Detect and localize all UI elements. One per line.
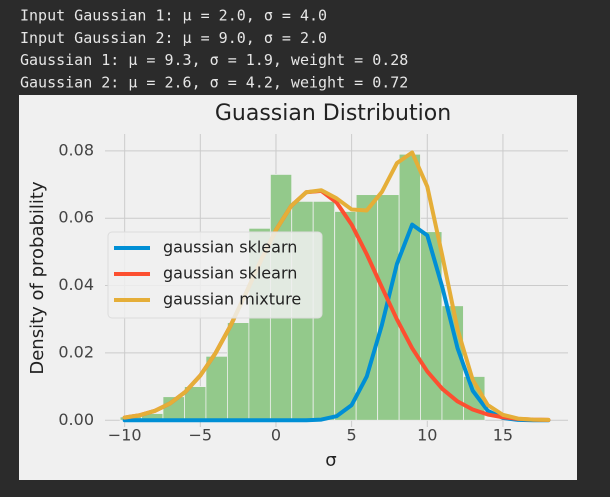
y-tick-label: 0.04: [58, 275, 94, 294]
y-tick-label: 0.08: [58, 140, 94, 159]
x-tick-label: −5: [189, 426, 213, 445]
histogram-bar: [398, 153, 421, 421]
output-line: Input Gaussian 2: μ = 9.0, σ = 2.0: [20, 29, 327, 47]
legend-label: gaussian sklearn: [163, 264, 297, 283]
legend-box: [107, 231, 323, 319]
x-tick-label: 5: [347, 426, 357, 445]
output-line: Gaussian 1: μ = 9.3, σ = 1.9, weight = 0…: [20, 51, 408, 69]
plot-area: 0.00 0.02 0.04 0.06 0.08 −10 −5 0 5 10 15 gaussian …: [58, 134, 568, 445]
histogram-bar: [420, 231, 443, 421]
text-output: Input Gaussian 1: μ = 2.0, σ = 4.0 Input …: [20, 7, 408, 92]
x-tick-label: −10: [108, 426, 142, 445]
histogram-bar: [227, 322, 250, 421]
x-tick-label: 0: [271, 426, 281, 445]
y-axis-label: Density of probability: [27, 181, 48, 375]
density-line: [122, 150, 551, 422]
histogram-bar: [334, 211, 357, 421]
y-tick-label: 0.00: [58, 410, 94, 429]
output-line: Input Gaussian 1: μ = 2.0, σ = 4.0: [20, 7, 327, 25]
legend-label: gaussian mixture: [163, 290, 301, 309]
chart-title: Guassian Distribution: [215, 101, 451, 126]
legend-label: gaussian sklearn: [163, 238, 297, 257]
y-tick-label: 0.02: [58, 342, 94, 361]
y-tick-label: 0.06: [58, 208, 94, 227]
x-tick-label: 10: [417, 426, 437, 445]
x-axis-label: σ: [325, 450, 336, 471]
x-tick-label: 15: [493, 426, 513, 445]
histogram-bar: [377, 194, 400, 421]
density-line: [122, 222, 551, 423]
output-line: Gaussian 2: μ = 2.6, σ = 4.2, weight = 0…: [20, 73, 408, 91]
